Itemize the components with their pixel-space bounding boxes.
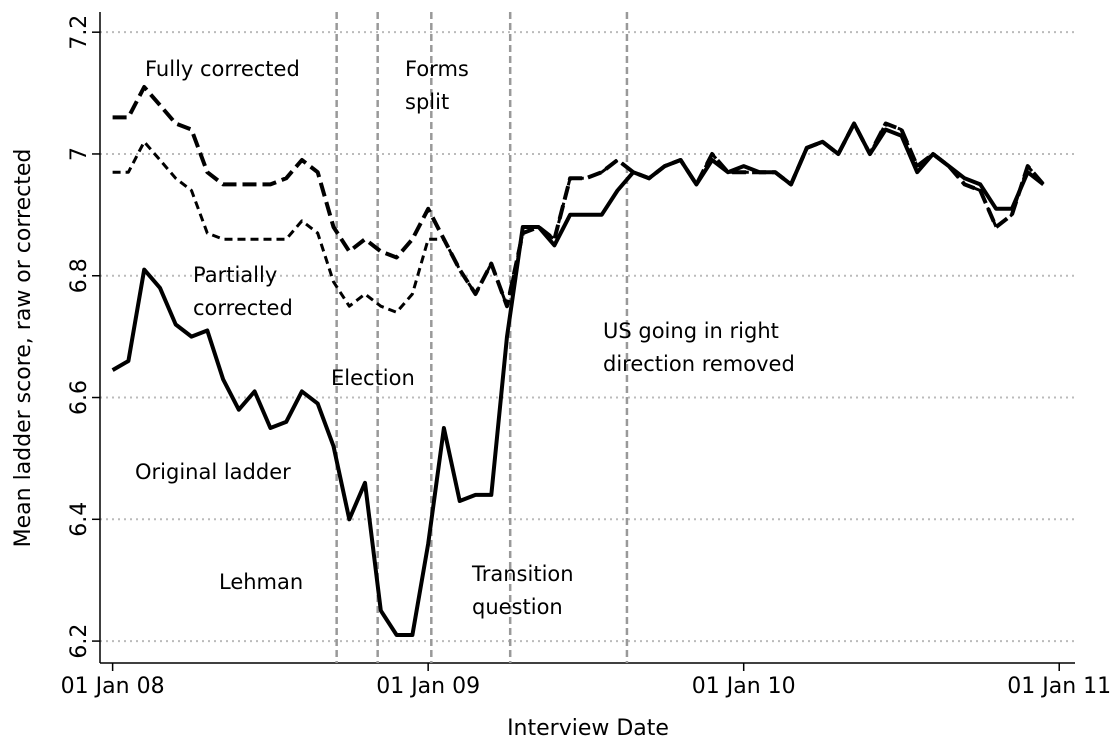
series-line [111, 121, 1045, 637]
series-line [112, 85, 1045, 309]
annotation: Transition [471, 562, 574, 586]
annotation: Partially [193, 263, 277, 287]
x-tick-label: 01 Jan 11 [1007, 674, 1111, 699]
y-tick-label: 6.4 [67, 502, 92, 537]
x-tick-label: 01 Jan 09 [376, 674, 480, 699]
x-tick-label: 01 Jan 10 [692, 674, 796, 699]
annotation: Lehman [219, 570, 303, 594]
annotation: split [405, 90, 449, 114]
annotation: question [472, 595, 563, 619]
annotation: Original ladder [135, 460, 291, 484]
y-tick-label: 7 [67, 147, 92, 161]
annotation: Forms [405, 57, 469, 81]
annotation: corrected [193, 296, 293, 320]
annotation: US going in right [603, 319, 779, 343]
annotation: Fully corrected [145, 57, 300, 81]
y-tick-label: 7.2 [67, 15, 92, 50]
x-axis-title: Interview Date [507, 716, 669, 741]
x-tick-label: 01 Jan 08 [61, 674, 165, 699]
y-tick-label: 6.6 [67, 380, 92, 415]
y-tick-label: 6.8 [67, 258, 92, 293]
y-tick-label: 6.2 [67, 624, 92, 659]
annotation: Election [331, 366, 415, 390]
y-axis-title: Mean ladder score, raw or corrected [11, 149, 36, 548]
annotation: direction removed [603, 352, 795, 376]
